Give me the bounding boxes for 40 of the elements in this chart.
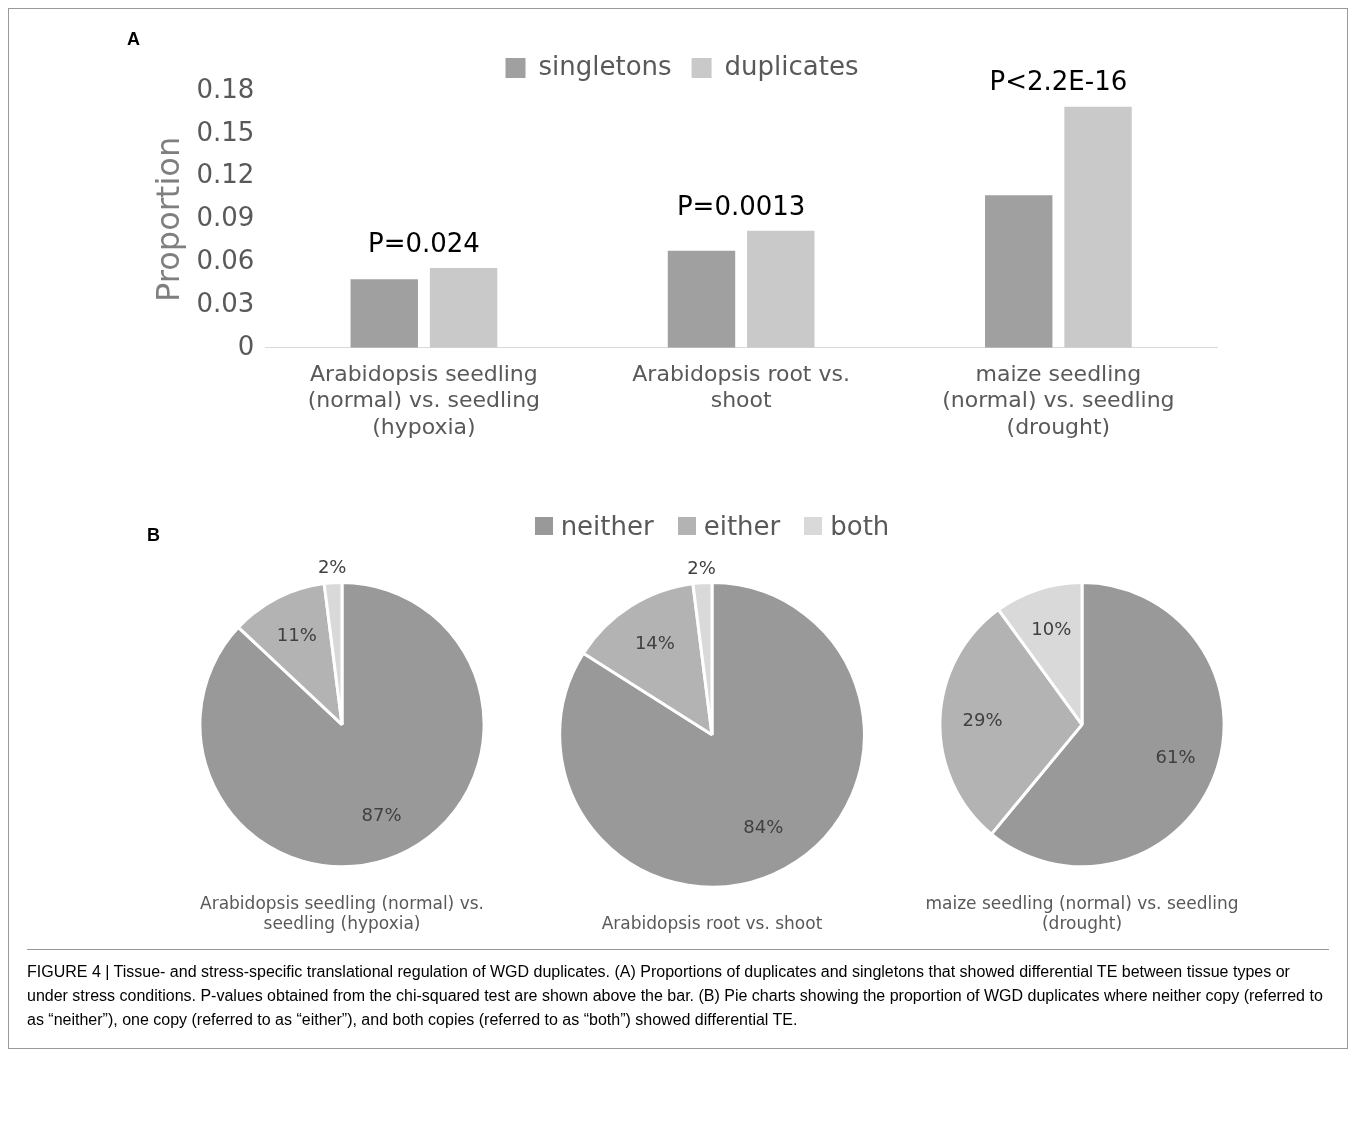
legend-label: both <box>829 511 890 541</box>
legend-label: neither <box>559 511 654 541</box>
data-label: 61% <box>1155 745 1196 767</box>
data-label: 87% <box>361 803 402 825</box>
data-label: 11% <box>276 623 317 645</box>
x-tick-label: maize seedling (normal) vs. seedling (drought) <box>942 360 1175 439</box>
data-label: 2% <box>317 556 347 578</box>
y-tick-label: 0.18 <box>196 73 255 104</box>
x-tick-label: Arabidopsis root vs. shoot <box>632 360 850 413</box>
data-label: 14% <box>634 632 675 654</box>
text: A <box>127 29 140 50</box>
bar <box>350 279 418 348</box>
y-tick-label: 0.03 <box>196 287 255 318</box>
data-label: 29% <box>962 709 1003 731</box>
y-tick-label: 0 <box>237 330 255 361</box>
data-label: 84% <box>743 815 784 837</box>
annotation: P=0.024 <box>367 227 480 258</box>
text: Arabidopsis root vs. shoot <box>601 913 823 934</box>
bar <box>747 230 815 348</box>
data-label: 10% <box>1031 617 1072 639</box>
y-tick-label: 0.06 <box>196 244 255 275</box>
data-label: 2% <box>687 556 716 578</box>
y-tick-label: 0.15 <box>196 116 255 147</box>
legend-label: either <box>702 511 781 541</box>
annotation: P<2.2E-16 <box>989 66 1128 97</box>
annotation: P=0.0013 <box>676 190 806 221</box>
y-tick-label: 0.09 <box>196 202 255 233</box>
legend-label: singletons <box>538 50 672 81</box>
legend-label: duplicates <box>724 50 859 81</box>
bar <box>1064 106 1132 348</box>
x-tick-label: Arabidopsis seedling (normal) vs. seedling (hypoxia) <box>307 360 541 439</box>
y-axis-title: Proportion <box>148 136 187 302</box>
y-tick-label: 0.12 <box>196 159 255 190</box>
bar <box>985 195 1053 348</box>
bar <box>667 250 736 348</box>
text: B <box>147 525 160 546</box>
bar <box>429 267 498 348</box>
text: maize seedling (normal) vs. seedling (drought) <box>925 892 1239 934</box>
text: Arabidopsis seedling (normal) vs. seedling (hypoxia) <box>200 892 484 934</box>
caption: FIGURE 4 | Tissue- and stress-specific translational regulation of WGD duplicates. (A) Proportions of duplicates and singletons that showed differential TE between tissue types or under stress conditions. P-values obtained from the chi-squared test are shown above the bar. (B) Pie charts showing the proportion of WGD duplicates where neither copy (referred to as “neither”), one copy (referred to as “either”), and both copies (referred to as “both”) showed differential TE. <box>27 962 1324 1030</box>
